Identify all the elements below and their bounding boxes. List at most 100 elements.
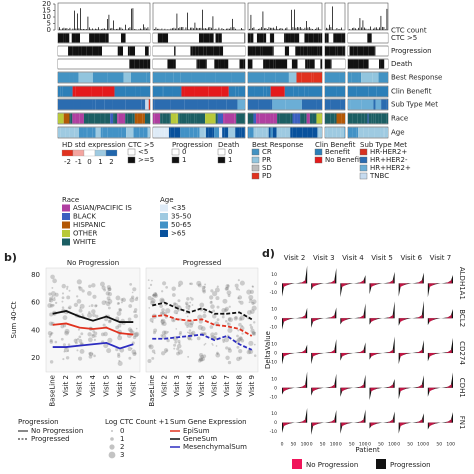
waterfall-red <box>328 279 336 284</box>
legend-label: HISPANIC <box>73 221 106 229</box>
count-bar <box>358 27 359 30</box>
waterfall-pos <box>295 265 308 284</box>
count-bar <box>157 28 158 30</box>
track-cell <box>72 86 76 97</box>
count-bar <box>205 28 206 30</box>
track-cell <box>371 33 376 43</box>
sample-point <box>88 311 91 314</box>
track-cell <box>325 113 331 124</box>
sample-point <box>222 298 228 304</box>
sample-point <box>227 322 231 327</box>
count-bar <box>158 28 160 30</box>
track-cell <box>244 113 245 124</box>
track-cell <box>58 72 70 83</box>
track-cell <box>361 99 374 110</box>
sample-point <box>216 285 219 288</box>
sample-point <box>63 347 69 353</box>
waterfall-red <box>341 387 351 392</box>
track-cell <box>181 86 185 97</box>
track-cell <box>287 59 290 69</box>
track-cell <box>248 113 254 124</box>
count-bar <box>341 27 342 30</box>
track-cell <box>304 33 309 43</box>
track-cell <box>188 113 191 124</box>
sample-point <box>52 297 56 302</box>
legend-swatch <box>160 221 168 229</box>
count-bar <box>223 29 224 30</box>
sample-point <box>104 300 108 303</box>
count-bar <box>114 29 116 30</box>
waterfall-red <box>311 353 322 357</box>
track-cell <box>181 46 187 56</box>
column-label: Visit 2 <box>284 254 306 262</box>
legend-title: Clin Benefit <box>315 141 356 149</box>
waterfall-red <box>370 283 380 288</box>
count-bar <box>170 28 172 30</box>
sample-point <box>88 284 92 288</box>
track-frame <box>152 2 246 31</box>
count-bar <box>193 28 194 30</box>
sample-point <box>171 293 176 297</box>
axis-label: Sum 40-Ct <box>10 301 18 338</box>
sample-point <box>51 295 54 298</box>
sample-point <box>161 319 163 322</box>
track-cell <box>157 33 163 43</box>
waterfall-red <box>387 383 394 388</box>
track-cell <box>383 46 388 56</box>
sample-point <box>128 304 133 308</box>
track-cell <box>307 46 310 56</box>
track-cell <box>94 59 100 69</box>
count-bar <box>286 27 288 30</box>
sample-point <box>107 337 113 343</box>
legend-label: 2 <box>120 443 124 451</box>
track-cell <box>184 99 198 110</box>
track-cell <box>248 99 259 110</box>
waterfall-red <box>416 418 423 423</box>
sample-point <box>49 360 54 364</box>
track-cell <box>113 113 115 124</box>
sample-point <box>49 300 51 302</box>
track-cell <box>368 59 374 69</box>
count-bar <box>107 19 108 30</box>
count-bar <box>379 27 380 30</box>
tick-label: 50 <box>349 442 355 448</box>
track-cell <box>264 72 276 83</box>
sample-point <box>226 290 232 296</box>
sample-point <box>224 287 229 291</box>
track-cell <box>328 33 334 43</box>
tick-label: -10 <box>270 429 277 435</box>
track-cell <box>221 33 227 43</box>
track-cell <box>127 46 130 56</box>
track-cell <box>241 113 245 124</box>
count-bar <box>176 13 178 30</box>
tick-label: 10 <box>271 376 277 382</box>
sample-point <box>118 334 121 337</box>
count-bar <box>182 27 184 30</box>
waterfall-pos <box>412 413 424 423</box>
sample-point <box>251 285 254 288</box>
count-bar <box>80 8 81 30</box>
x-tick-label: Visit 7 <box>129 375 137 397</box>
sample-point <box>91 353 94 355</box>
sample-point <box>186 331 189 334</box>
sample-point <box>148 344 154 350</box>
track-cell <box>248 59 253 69</box>
track-cell <box>270 113 274 124</box>
trend-line <box>152 301 253 321</box>
count-bar <box>279 28 280 30</box>
track-cell <box>190 59 195 69</box>
count-bar <box>95 28 96 30</box>
sample-point <box>81 289 85 293</box>
track-cell <box>176 113 179 124</box>
track-cell <box>297 59 301 69</box>
track-cell <box>212 59 215 69</box>
sample-point <box>93 354 96 358</box>
sample-point <box>54 292 59 297</box>
track-cell <box>350 99 362 110</box>
sample-point <box>237 297 240 300</box>
track-cell <box>168 33 174 43</box>
track-cell <box>235 127 240 138</box>
count-bar <box>154 28 155 30</box>
track-cell <box>317 127 320 138</box>
track-cell <box>146 33 150 43</box>
